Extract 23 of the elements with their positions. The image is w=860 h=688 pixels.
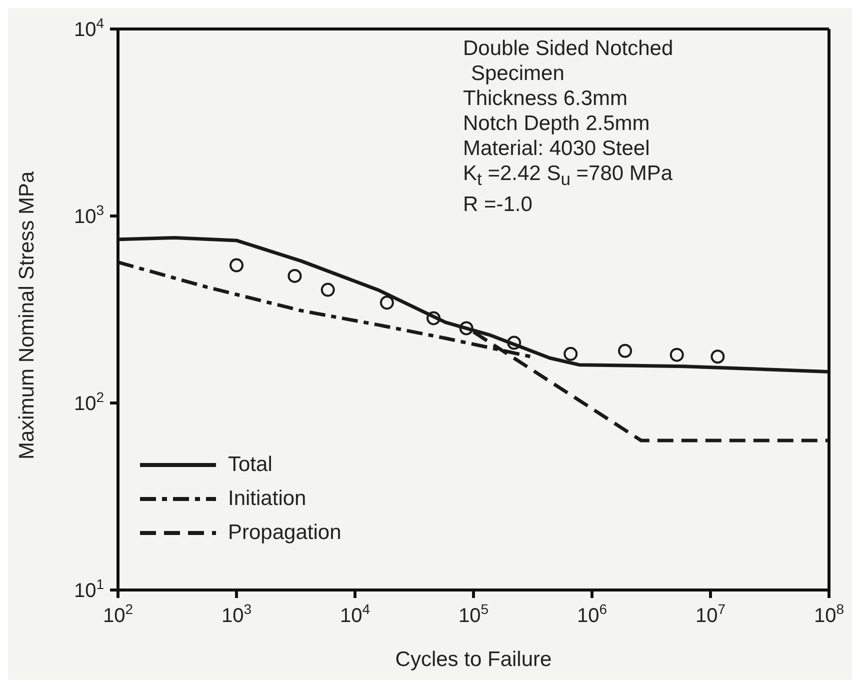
y-tick-label: 10$^{3}$ [74, 202, 104, 228]
annotation: R =-1.0 [463, 192, 534, 218]
y-axis-title: Maximum Nominal Stress MPa [15, 170, 38, 460]
x-tick-label: 10$^{3}$ [221, 601, 252, 627]
x-tick-label: 10$^{5}$ [458, 601, 489, 627]
x-tick-label: 10$^{6}$ [576, 601, 608, 627]
annotation: K$_{t}$ =2.42 S$_{u}$ =780 MPa [463, 161, 674, 192]
x-tick-label: 10$^{4}$ [340, 601, 370, 627]
legend-label: Propagation [228, 521, 342, 545]
y-tick-label: 10$^{2}$ [74, 389, 104, 415]
annotation: Material: 4030 Steel [463, 136, 651, 161]
y-tick-label: 10$^{1}$ [74, 576, 104, 602]
annotation: Specimen [470, 61, 566, 86]
x-tick-label: 10$^{7}$ [695, 601, 726, 627]
annotation: Thickness 6.3mm [463, 86, 629, 111]
legend-label: Initiation [228, 487, 306, 511]
annotation: Double Sided Notched [463, 36, 674, 61]
x-tick-label: 10$^{2}$ [102, 601, 134, 627]
legend-label: Total [228, 453, 272, 477]
x-tick-label: 10$^{8}$ [814, 601, 844, 627]
x-axis-title: Cycles to Failure [395, 648, 552, 671]
y-tick-label: 10$^{4}$ [74, 15, 104, 41]
annotation: Notch Depth 2.5mm [463, 111, 651, 136]
